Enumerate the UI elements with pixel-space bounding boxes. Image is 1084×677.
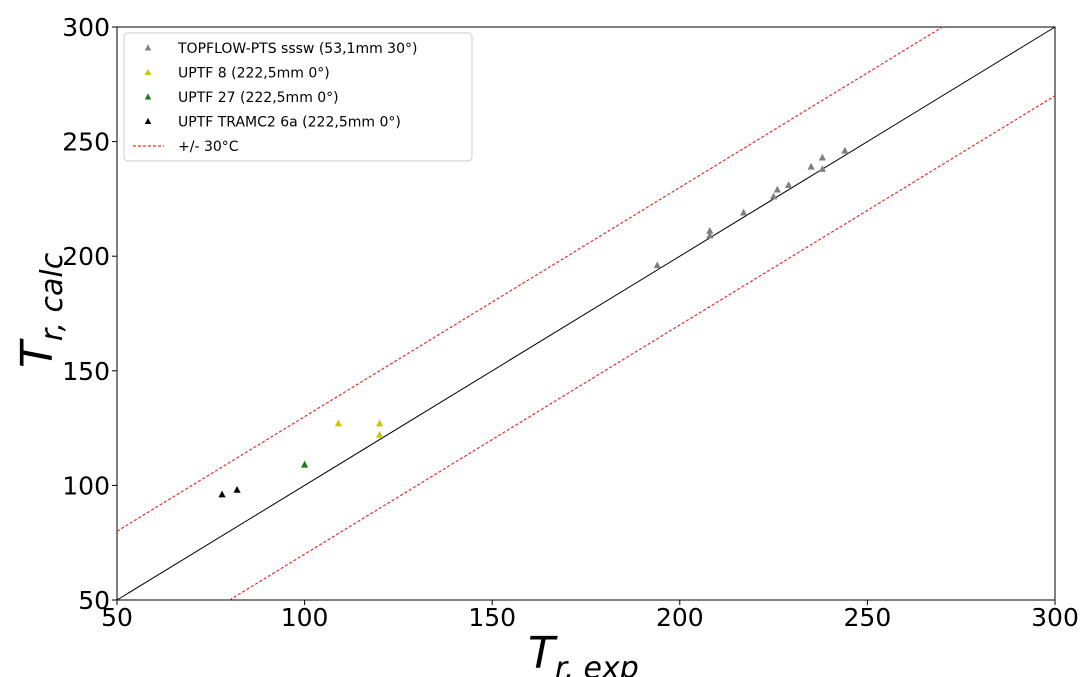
y-tick-label: 150: [62, 357, 110, 386]
data-point: [785, 181, 793, 188]
legend-marker: [144, 44, 152, 51]
data-point: [770, 192, 778, 200]
x-tick-label: 250: [844, 603, 892, 632]
axis-ticks: 50 100 150 200 250 300 50 100 150 200 250 300: [62, 13, 1079, 632]
data-point: [841, 146, 849, 154]
y-tick-label: 100: [62, 471, 110, 500]
data-point: [376, 419, 384, 427]
series-0: [653, 146, 849, 269]
data-point: [739, 208, 748, 216]
upper-band-line: [116, 26, 943, 532]
data-point: [218, 490, 226, 498]
legend-label: TOPFLOW-PTS sssw (53,1mm 30°): [177, 41, 417, 57]
identity-line: [116, 26, 1056, 601]
x-tick-label: 50: [101, 603, 133, 632]
data-point: [301, 460, 309, 468]
series-2: [301, 460, 309, 468]
x-tick-label: 150: [468, 603, 516, 632]
legend-marker: [144, 68, 152, 76]
legend-marker: [144, 93, 152, 100]
series-3: [218, 485, 241, 498]
data-point: [334, 419, 342, 427]
data-point: [376, 430, 384, 438]
data-point: [773, 185, 781, 193]
data-point: [706, 226, 714, 234]
legend-marker: [144, 117, 152, 125]
data-point: [233, 485, 241, 493]
data-point: [706, 231, 714, 239]
y-axis-label: Tr, calc: [12, 252, 70, 368]
x-tick-label: 300: [1031, 603, 1079, 632]
x-axis-label: Tr, exp: [528, 628, 639, 677]
data-points: [218, 146, 849, 498]
data-point: [653, 261, 661, 269]
data-point: [818, 153, 826, 161]
y-tick-label: 300: [62, 13, 110, 42]
axes: [116, 26, 1056, 601]
legend-box: [123, 32, 473, 162]
legend: TOPFLOW-PTS sssw (53,1mm 30°) UPTF 8 (222…: [123, 32, 473, 162]
data-point: [818, 165, 826, 172]
x-axis-label-sub: r, exp: [555, 651, 639, 677]
x-axis-label-main: T: [528, 628, 558, 677]
plot-frame: [116, 26, 1056, 601]
y-tick-label: 50: [78, 586, 110, 615]
legend-label: +/- 30°C: [178, 139, 239, 155]
reference-lines: [116, 26, 1056, 601]
legend-label: UPTF 8 (222,5mm 0°): [178, 66, 330, 82]
y-tick-label: 200: [62, 242, 110, 271]
legend-label: UPTF 27 (222,5mm 0°): [178, 90, 339, 106]
y-axis-label-main: T: [12, 338, 63, 368]
x-tick-label: 100: [281, 603, 329, 632]
series-1: [334, 419, 384, 438]
x-tick-label: 200: [656, 603, 704, 632]
lower-band-line: [229, 95, 1056, 601]
data-point: [807, 162, 815, 170]
y-axis-label-sub: r, calc: [35, 252, 70, 341]
y-tick-label: 250: [62, 128, 110, 157]
legend-label: UPTF TRAMC2 6a (222,5mm 0°): [178, 115, 401, 131]
